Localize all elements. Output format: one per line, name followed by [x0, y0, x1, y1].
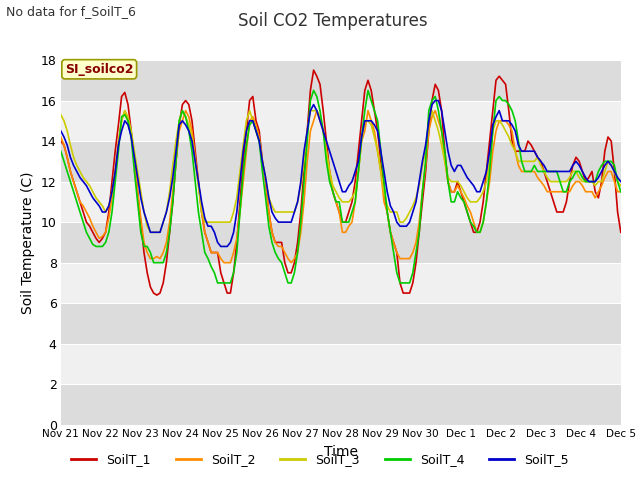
Bar [61, 100, 621, 141]
Y-axis label: Soil Temperature (C): Soil Temperature (C) [21, 171, 35, 313]
Bar [61, 263, 621, 303]
Text: SI_soilco2: SI_soilco2 [65, 63, 134, 76]
Bar [61, 303, 621, 344]
Legend: SoilT_1, SoilT_2, SoilT_3, SoilT_4, SoilT_5: SoilT_1, SoilT_2, SoilT_3, SoilT_4, Soil… [66, 448, 574, 471]
Bar [61, 181, 621, 222]
Bar [61, 344, 621, 384]
Text: No data for f_SoilT_6: No data for f_SoilT_6 [6, 5, 136, 18]
Bar [61, 60, 621, 100]
Text: Soil CO2 Temperatures: Soil CO2 Temperatures [238, 12, 428, 30]
Bar [61, 141, 621, 181]
X-axis label: Time: Time [324, 444, 358, 458]
Bar [61, 384, 621, 425]
Bar [61, 222, 621, 263]
